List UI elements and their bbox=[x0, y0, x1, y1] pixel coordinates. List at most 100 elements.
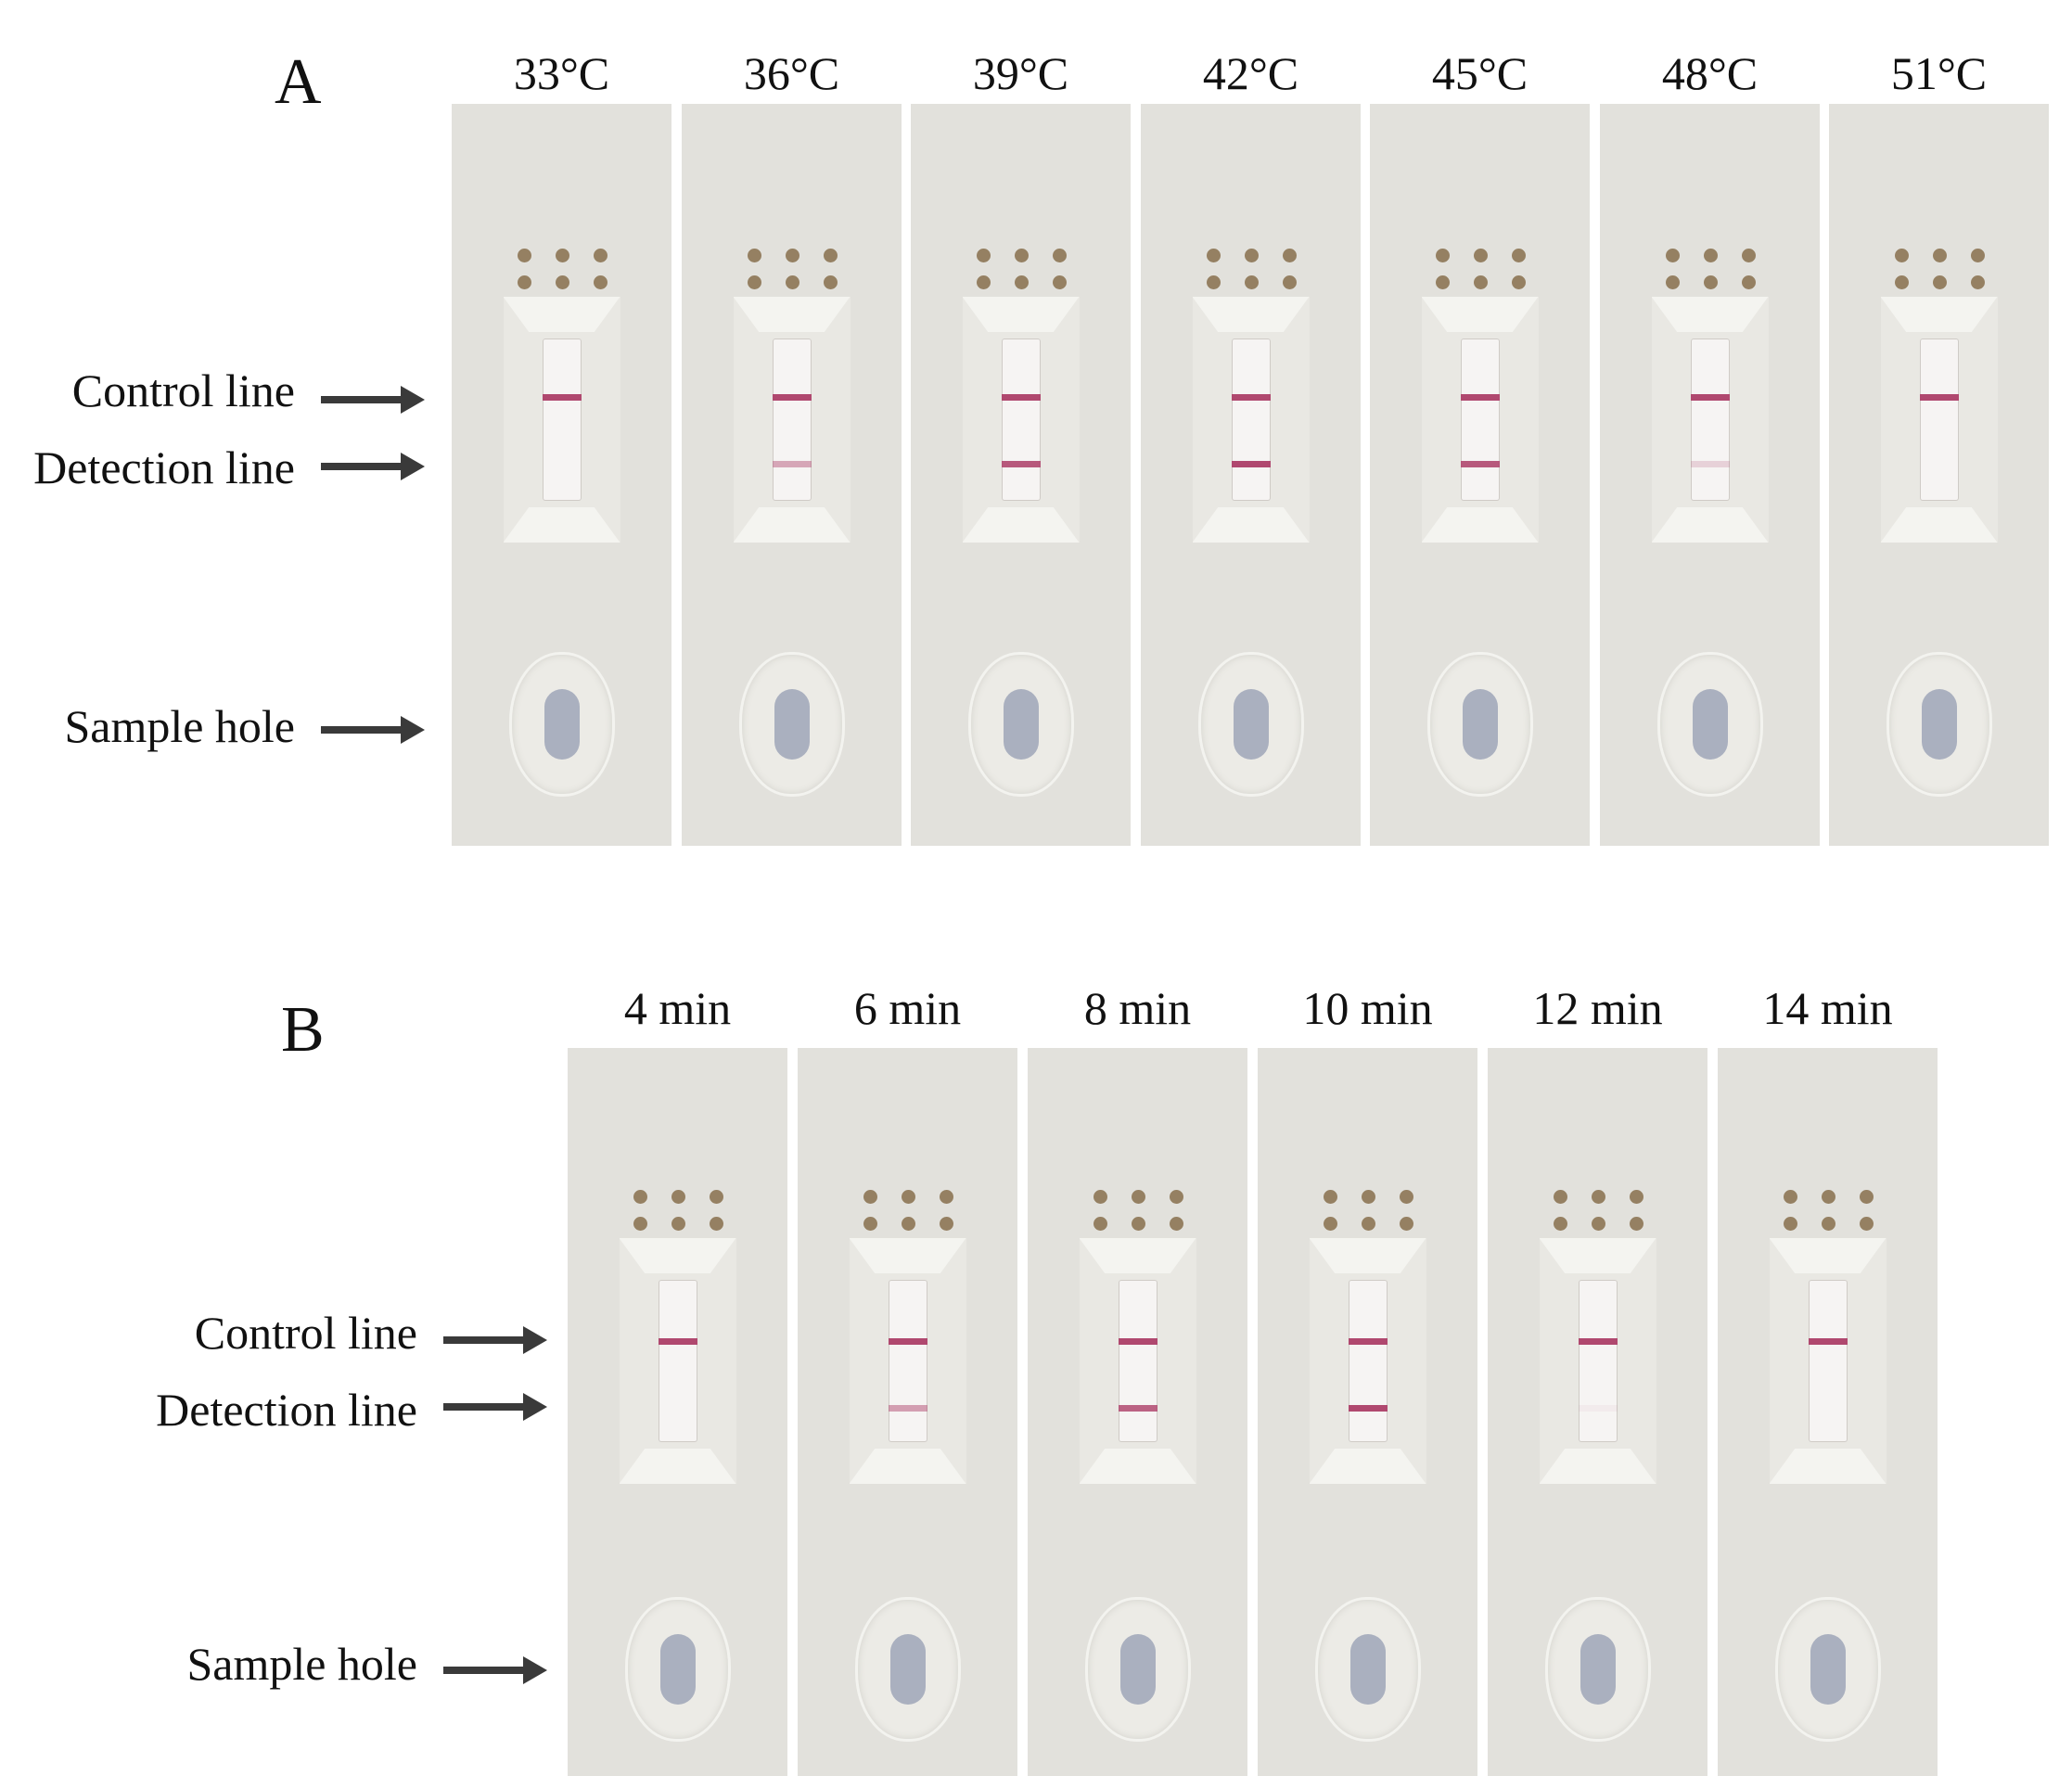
strip-dot bbox=[1591, 1190, 1605, 1204]
strip-dot bbox=[901, 1217, 915, 1231]
result-window bbox=[1348, 1280, 1388, 1442]
strip-dot bbox=[1206, 275, 1221, 289]
sample-pad bbox=[659, 1634, 696, 1705]
test-strip bbox=[1141, 104, 1361, 846]
strip-dot bbox=[1511, 275, 1526, 289]
strip-dot bbox=[1894, 275, 1909, 289]
strip-dot bbox=[863, 1190, 877, 1204]
strip-dot bbox=[1703, 275, 1718, 289]
sample-pad bbox=[1810, 1634, 1846, 1705]
strip-dot bbox=[709, 1217, 723, 1231]
strip-dot bbox=[976, 275, 991, 289]
result-window bbox=[1808, 1280, 1848, 1442]
sample-hole bbox=[511, 655, 612, 794]
sample-pad bbox=[1580, 1634, 1616, 1705]
sample-hole bbox=[627, 1600, 728, 1739]
panel-letter-a: A bbox=[275, 46, 322, 118]
strip-condition-label: 8 min bbox=[1083, 982, 1192, 1034]
sample-pad bbox=[1921, 689, 1957, 760]
sample-hole bbox=[741, 655, 842, 794]
strip-dot bbox=[1821, 1190, 1835, 1204]
strip-dot bbox=[863, 1217, 877, 1231]
sample-pad bbox=[1119, 1634, 1156, 1705]
control-line bbox=[1001, 394, 1041, 401]
sample-hole bbox=[1200, 655, 1301, 794]
strip-dot bbox=[1783, 1217, 1797, 1231]
arrow-right-icon bbox=[321, 386, 425, 414]
strip-dot bbox=[1665, 275, 1680, 289]
strip-dot bbox=[1591, 1217, 1605, 1231]
detection-line bbox=[1348, 1405, 1388, 1412]
strip-condition-label: 33°C bbox=[513, 47, 610, 99]
strip-dot bbox=[555, 275, 569, 289]
test-strip bbox=[1370, 104, 1590, 846]
strip-dot bbox=[1894, 249, 1909, 262]
strip-dot bbox=[1206, 249, 1221, 262]
strip-dot bbox=[1052, 275, 1067, 289]
strip-dot bbox=[976, 249, 991, 262]
result-window bbox=[772, 339, 812, 501]
result-window bbox=[1460, 339, 1500, 501]
detection-line bbox=[1578, 1405, 1618, 1412]
strip-dot bbox=[633, 1217, 647, 1231]
sample-hole-label-a: Sample hole bbox=[64, 700, 295, 752]
detection-line bbox=[1231, 461, 1271, 467]
strip-dot bbox=[1093, 1190, 1107, 1204]
test-strip bbox=[1718, 1048, 1938, 1776]
strip-dot bbox=[747, 249, 761, 262]
strip-dot bbox=[1052, 249, 1067, 262]
strip-dot bbox=[1323, 1190, 1337, 1204]
strip-dot bbox=[1553, 1190, 1567, 1204]
arrow-right-icon bbox=[443, 1326, 547, 1354]
test-strip bbox=[1600, 104, 1820, 846]
sample-pad bbox=[1692, 689, 1728, 760]
sample-pad bbox=[544, 689, 580, 760]
test-strip bbox=[911, 104, 1131, 846]
strip-dot bbox=[939, 1190, 953, 1204]
arrow-right-icon bbox=[443, 1656, 547, 1684]
sample-pad bbox=[889, 1634, 926, 1705]
result-window bbox=[658, 1280, 697, 1442]
strip-dot bbox=[1970, 275, 1985, 289]
strip-condition-label: 48°C bbox=[1661, 47, 1759, 99]
sample-hole bbox=[1317, 1600, 1418, 1739]
strip-dot bbox=[1665, 249, 1680, 262]
sample-pad bbox=[1233, 689, 1269, 760]
panel-letter-b: B bbox=[281, 994, 325, 1066]
sample-pad bbox=[1003, 689, 1039, 760]
detection-line bbox=[1460, 461, 1500, 467]
strip-dot bbox=[1821, 1217, 1835, 1231]
result-window bbox=[542, 339, 582, 501]
strip-dot bbox=[517, 275, 531, 289]
sample-pad bbox=[774, 689, 810, 760]
test-strip bbox=[798, 1048, 1017, 1776]
test-strip bbox=[1258, 1048, 1477, 1776]
detection-line bbox=[1001, 461, 1041, 467]
sample-hole bbox=[970, 655, 1071, 794]
strip-dot bbox=[1970, 249, 1985, 262]
result-window bbox=[1578, 1280, 1618, 1442]
strip-dot bbox=[1169, 1190, 1183, 1204]
control-line bbox=[1231, 394, 1271, 401]
test-strip bbox=[1028, 1048, 1247, 1776]
arrow-right-icon bbox=[321, 716, 425, 744]
strip-condition-label: 39°C bbox=[972, 47, 1069, 99]
test-strip bbox=[568, 1048, 787, 1776]
sample-hole bbox=[1547, 1600, 1648, 1739]
strip-dot bbox=[1244, 249, 1259, 262]
detection-line bbox=[1690, 461, 1730, 467]
strip-dot bbox=[1435, 249, 1450, 262]
detection-line-label-b: Detection line bbox=[156, 1384, 417, 1436]
arrow-right-icon bbox=[443, 1393, 547, 1421]
sample-hole bbox=[1087, 1600, 1188, 1739]
result-window bbox=[1690, 339, 1730, 501]
control-line bbox=[542, 394, 582, 401]
result-window bbox=[888, 1280, 927, 1442]
sample-hole bbox=[1659, 655, 1760, 794]
strip-dot bbox=[671, 1190, 685, 1204]
strip-dot bbox=[823, 275, 838, 289]
strip-condition-label: 45°C bbox=[1431, 47, 1528, 99]
strip-dot bbox=[1014, 249, 1029, 262]
sample-pad bbox=[1462, 689, 1498, 760]
strip-dot bbox=[785, 249, 799, 262]
